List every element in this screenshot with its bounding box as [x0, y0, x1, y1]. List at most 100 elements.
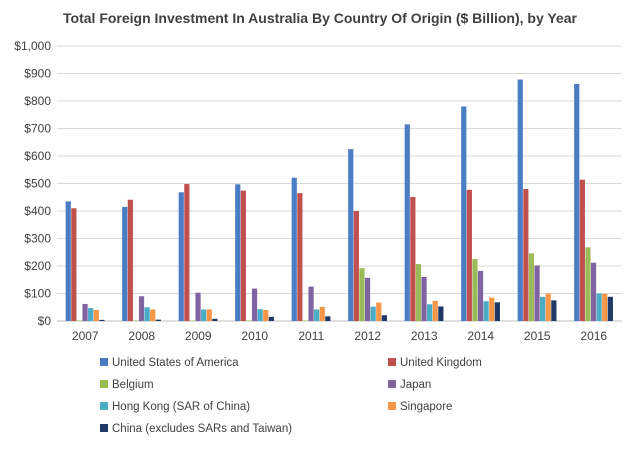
bar [133, 320, 139, 321]
bar [534, 265, 540, 321]
bar [364, 277, 371, 321]
bar [144, 307, 150, 321]
y-tick-label: $300 [24, 232, 51, 246]
bar [184, 184, 190, 321]
legend-swatch [100, 402, 108, 410]
y-tick-label: $0 [38, 314, 52, 328]
bar [590, 262, 597, 321]
legend-label: United Kingdom [400, 357, 482, 369]
bar [325, 316, 331, 321]
bar [314, 309, 320, 321]
x-tick-label: 2010 [241, 329, 268, 343]
y-tick-label: $1,000 [14, 39, 51, 53]
bar [308, 286, 314, 321]
bar [528, 253, 535, 321]
legend-swatch [388, 380, 396, 388]
bar [319, 306, 325, 321]
x-tick-label: 2013 [411, 329, 438, 343]
bar [421, 277, 427, 321]
bar [410, 196, 416, 321]
bar [251, 288, 258, 321]
bar [381, 315, 387, 321]
y-tick-label: $100 [24, 287, 51, 301]
bar [551, 300, 557, 321]
x-tick-label: 2015 [524, 329, 551, 343]
y-tick-label: $800 [24, 94, 51, 108]
x-tick-label: 2012 [354, 329, 381, 343]
legend-swatch [100, 424, 108, 432]
chart-title: Total Foreign Investment In Australia By… [63, 10, 577, 26]
bar [240, 190, 246, 321]
bar [155, 319, 161, 321]
bar [99, 319, 105, 321]
legend-label: Hong Kong (SAR of China) [112, 401, 250, 413]
bar [201, 309, 207, 321]
x-tick-label: 2007 [72, 329, 99, 343]
bar [376, 302, 382, 321]
bar [297, 193, 303, 321]
bar [602, 293, 608, 321]
bar [432, 300, 438, 321]
bar [472, 259, 478, 321]
bar [427, 304, 433, 321]
bar [477, 270, 484, 321]
bar [359, 268, 365, 321]
bar [189, 320, 196, 321]
bar [235, 184, 241, 321]
bar [596, 293, 602, 321]
legend-swatch [100, 380, 108, 388]
bar [579, 179, 585, 321]
bar [483, 301, 489, 321]
bar [291, 177, 297, 321]
bar [71, 208, 77, 321]
bar [517, 79, 523, 321]
bar [127, 199, 133, 321]
legend-label: United States of America [112, 357, 239, 369]
bar [76, 320, 83, 321]
bar [88, 308, 94, 321]
bar [466, 189, 472, 321]
bar [461, 106, 467, 321]
x-tick-label: 2016 [580, 329, 607, 343]
y-tick-label: $900 [24, 67, 51, 81]
bar [489, 297, 495, 321]
y-tick-label: $600 [24, 149, 51, 163]
legend-swatch [100, 358, 108, 366]
legend-swatch [388, 358, 396, 366]
bar [404, 124, 410, 321]
bar [540, 296, 546, 321]
bar [246, 320, 252, 321]
bar [150, 309, 156, 321]
y-tick-label: $200 [24, 259, 51, 273]
legend-label: Japan [400, 379, 431, 391]
bar [212, 318, 218, 321]
bar [585, 247, 591, 321]
legend-swatch [388, 402, 396, 410]
legend-label: China (excludes SARs and Taiwan) [112, 423, 292, 435]
bar [93, 310, 99, 321]
bar [82, 303, 88, 321]
bar [353, 211, 359, 321]
bar [348, 149, 354, 321]
bar [206, 309, 212, 321]
x-tick-label: 2011 [298, 329, 324, 343]
bar [65, 201, 71, 321]
bar [268, 316, 274, 321]
bar [178, 192, 184, 321]
y-tick-label: $400 [24, 204, 51, 218]
bar [302, 320, 309, 321]
bar [438, 306, 444, 321]
bar [195, 292, 201, 321]
legend-label: Belgium [112, 379, 154, 391]
y-tick-label: $500 [24, 177, 51, 191]
bar [257, 309, 263, 321]
legend-label: Singapore [400, 401, 452, 413]
x-tick-label: 2008 [128, 329, 155, 343]
y-tick-label: $700 [24, 122, 51, 136]
bar [494, 302, 500, 321]
bar [122, 206, 128, 321]
bar [607, 296, 613, 321]
bar [415, 264, 422, 321]
bar [545, 293, 551, 321]
